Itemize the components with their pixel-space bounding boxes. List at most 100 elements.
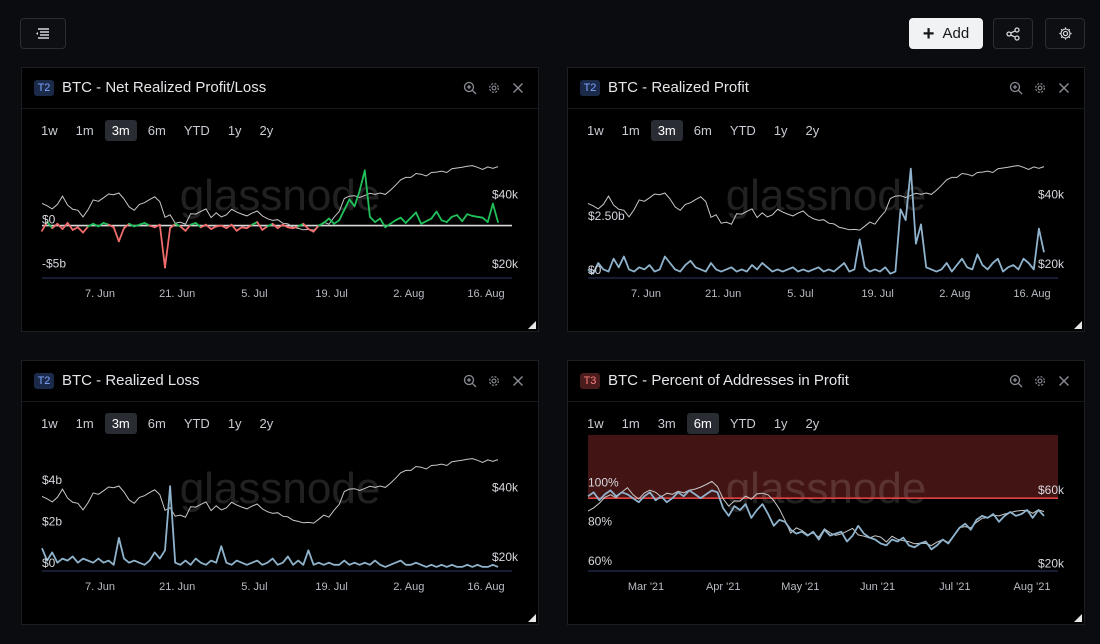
series-segment	[379, 217, 387, 229]
settings-icon[interactable]	[486, 80, 502, 96]
settings-icon[interactable]	[486, 373, 502, 389]
resize-handle[interactable]	[1074, 614, 1082, 622]
zoom-icon[interactable]	[1008, 80, 1024, 96]
watermark-text: glassnode	[726, 171, 927, 220]
resize-handle[interactable]	[528, 321, 536, 329]
series-segment	[56, 222, 64, 230]
series-segment	[112, 226, 120, 243]
y-left-tick-label: $2b	[42, 515, 62, 529]
series-segment	[450, 214, 458, 218]
series-segment	[456, 214, 464, 223]
series-segment	[210, 225, 218, 230]
close-icon[interactable]	[1056, 373, 1072, 389]
x-tick-label: Mar '21	[628, 581, 664, 593]
x-tick-label: 2. Aug	[939, 288, 970, 300]
x-tick-label: 7. Jun	[85, 288, 115, 300]
series-segment	[225, 223, 233, 230]
range-1y-button[interactable]: 1y	[227, 123, 242, 138]
range-ytd-button[interactable]: YTD	[729, 416, 756, 431]
x-tick-label: 16. Aug	[467, 288, 504, 300]
range-ytd-button[interactable]: YTD	[183, 416, 210, 431]
y-left-tick-label: -$5b	[42, 256, 66, 270]
tier-badge: T2	[580, 80, 600, 96]
series-segment	[353, 189, 361, 208]
series-segment	[164, 227, 171, 269]
series-segment	[256, 221, 264, 231]
y-right-tick-label: $60k	[1038, 483, 1065, 497]
range-6m-button[interactable]: 6m	[147, 416, 166, 431]
series-segment	[87, 222, 95, 228]
settings-icon[interactable]	[1032, 80, 1048, 96]
range-2y-button[interactable]: 2y	[259, 123, 274, 138]
series-segment	[251, 221, 259, 226]
chart-svg: glassnode $2.50b $0 $40k $20k 7. Jun 21. Jun 5.…	[587, 165, 1065, 300]
zoom-icon[interactable]	[462, 80, 478, 96]
series-segment	[481, 216, 489, 223]
series-segment	[425, 217, 433, 223]
y-right-tick-label: $20k	[492, 257, 519, 271]
zoom-icon[interactable]	[462, 373, 478, 389]
range-2y-button[interactable]: 2y	[805, 416, 820, 431]
plus-icon: +	[922, 22, 935, 45]
range-2y-button[interactable]: 2y	[805, 123, 820, 138]
series-segment	[302, 222, 310, 230]
x-tick-label: 21. Jun	[159, 581, 195, 593]
series-segment	[82, 225, 90, 234]
range-1y-button[interactable]: 1y	[773, 123, 788, 138]
range-1w-button[interactable]: 1w	[587, 123, 604, 138]
close-icon[interactable]	[1056, 80, 1072, 96]
tier-badge: T2	[34, 80, 54, 96]
range-3m-button[interactable]: 3m	[650, 120, 683, 141]
series-segment	[71, 226, 79, 231]
add-button[interactable]: + Add	[909, 18, 983, 49]
watermark-text: glassnode	[180, 171, 381, 220]
range-3m-button[interactable]: 3m	[104, 413, 137, 434]
range-1m-button[interactable]: 1m	[621, 416, 640, 431]
series-segment	[358, 169, 366, 192]
range-1w-button[interactable]: 1w	[41, 123, 58, 138]
x-tick-label: 16. Aug	[467, 581, 504, 593]
add-button-label: Add	[942, 25, 970, 42]
range-1m-button[interactable]: 1m	[75, 416, 94, 431]
close-icon[interactable]	[510, 373, 526, 389]
series-segment	[107, 223, 115, 229]
series-segment	[92, 222, 100, 228]
range-3m-button[interactable]: 3m	[104, 120, 137, 141]
top-toolbar: + Add	[0, 0, 1100, 64]
resize-handle[interactable]	[528, 614, 536, 622]
range-6m-button[interactable]: 6m	[147, 123, 166, 138]
range-1w-button[interactable]: 1w	[587, 416, 604, 431]
series-segment	[328, 217, 335, 225]
range-1m-button[interactable]: 1m	[75, 123, 94, 138]
range-ytd-button[interactable]: YTD	[729, 123, 756, 138]
share-button[interactable]	[993, 18, 1033, 49]
series-segment	[404, 216, 412, 224]
menu-button[interactable]	[20, 18, 66, 49]
watermark-text: glassnode	[726, 464, 927, 513]
series-segment	[317, 222, 325, 227]
range-1w-button[interactable]: 1w	[41, 416, 58, 431]
range-2y-button[interactable]: 2y	[259, 416, 274, 431]
series-segment	[312, 224, 320, 233]
settings-button[interactable]	[1045, 18, 1085, 49]
tier-badge: T3	[580, 373, 600, 389]
range-1y-button[interactable]: 1y	[773, 416, 788, 431]
range-1y-button[interactable]: 1y	[227, 416, 242, 431]
range-6m-button[interactable]: 6m	[693, 123, 712, 138]
resize-handle[interactable]	[1074, 321, 1082, 329]
range-3m-button[interactable]: 3m	[657, 416, 676, 431]
y-right-tick-label: $20k	[1038, 557, 1065, 571]
range-ytd-button[interactable]: YTD	[183, 123, 210, 138]
close-icon[interactable]	[510, 80, 526, 96]
series-segment	[333, 219, 341, 225]
series-segment	[363, 169, 371, 218]
range-6m-button[interactable]: 6m	[686, 413, 719, 434]
series-segment	[466, 213, 474, 217]
x-tick-label: 19. Jul	[315, 288, 347, 300]
zoom-icon[interactable]	[1008, 373, 1024, 389]
range-1m-button[interactable]: 1m	[621, 123, 640, 138]
x-tick-label: 2. Aug	[393, 288, 424, 300]
y-left-tick-label: $0	[42, 213, 56, 227]
settings-icon[interactable]	[1032, 373, 1048, 389]
series-segment	[307, 228, 315, 233]
